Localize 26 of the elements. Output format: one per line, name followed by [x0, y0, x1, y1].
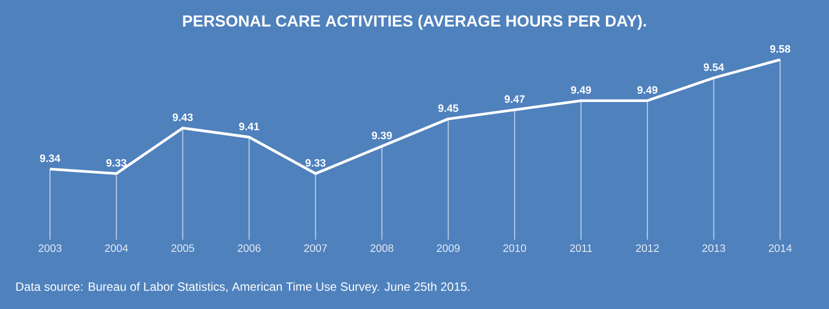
- data-label: 9.45: [438, 104, 458, 112]
- data-label: 9.54: [704, 63, 724, 71]
- data-label: 9.33: [106, 159, 126, 167]
- x-tick-label: 2010: [503, 244, 526, 252]
- data-label: 9.39: [372, 132, 392, 140]
- data-label: 9.49: [637, 86, 658, 94]
- data-label: 9.34: [40, 154, 60, 162]
- x-tick-label: 2011: [570, 244, 592, 252]
- data-label: 9.49: [571, 86, 591, 94]
- data-label: 9.43: [172, 114, 193, 122]
- chart-title: PERSONAL CARE ACTIVITIES (AVERAGE HOURS PER DAY).: [183, 14, 646, 30]
- x-tick-label: 2003: [38, 244, 62, 252]
- x-tick-label: 2006: [238, 244, 261, 252]
- x-tick-label: 2008: [370, 244, 394, 252]
- source-note: Data source: Bureau of Labor Statistics, American Time Use Survey. June 25th 2015.: [16, 282, 470, 294]
- x-tick-label: 2007: [304, 244, 327, 252]
- x-tick-label: 2013: [702, 244, 726, 252]
- x-tick-label: 2005: [171, 244, 194, 252]
- x-tick-label: 2014: [768, 244, 792, 252]
- data-label: 9.41: [239, 122, 260, 130]
- data-label: 9.33: [306, 159, 326, 167]
- x-tick-label: 2009: [436, 244, 460, 252]
- data-label: 9.58: [770, 45, 790, 53]
- x-tick-label: 2004: [105, 244, 128, 252]
- x-tick-label: 2012: [636, 244, 659, 252]
- data-label: 9.47: [504, 95, 525, 103]
